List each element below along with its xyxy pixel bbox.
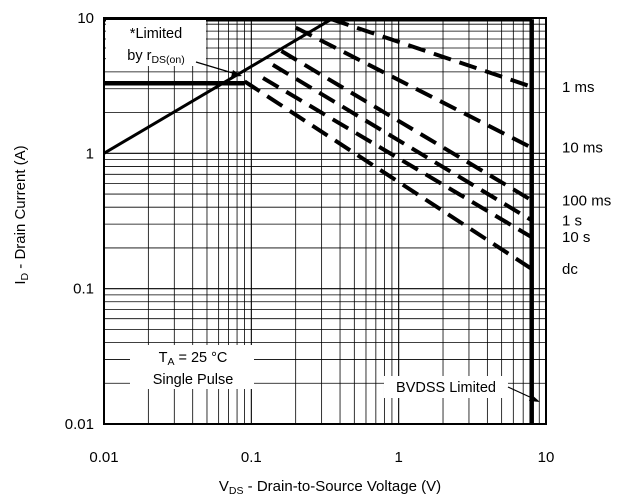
series-label-100-ms: 100 ms	[562, 192, 611, 209]
rds-limit-line	[103, 17, 333, 155]
limited-annotation-line2: by rDS(on)	[127, 48, 184, 66]
10-s-line	[261, 76, 533, 239]
series-label-1-s: 1 s	[562, 212, 582, 229]
y-tick-label: 1	[86, 145, 94, 162]
bvdss-arrow	[507, 386, 533, 399]
series-label-10-s: 10 s	[562, 229, 590, 246]
single-pulse-label: Single Pulse	[153, 372, 234, 388]
y-tick-label: 10	[77, 10, 94, 27]
x-axis-label: VDS - Drain-to-Source Voltage (V)	[219, 478, 441, 497]
100-ms-line	[280, 49, 533, 203]
bvdss-label: BVDSS Limited	[396, 380, 496, 396]
ambient-temperature-label: TA = 25 °C	[159, 350, 228, 368]
x-tick-label: 0.01	[89, 449, 118, 466]
limited-annotation-arrow	[195, 61, 237, 75]
limited-annotation-box	[106, 20, 206, 66]
series-label-1-ms: 1 ms	[562, 79, 595, 96]
y-axis-label: ID - Drain Current (A)	[12, 145, 31, 284]
series-label-dc: dc	[562, 261, 578, 278]
1-s-line	[271, 63, 533, 223]
bvdss-arrow-head	[529, 394, 540, 402]
x-tick-label: 0.1	[241, 449, 262, 466]
x-tick-label: 1	[394, 449, 402, 466]
series-label-10-ms: 10 ms	[562, 140, 603, 157]
series-labels: 1 ms 10 ms 100 ms 1 s10 s dc	[562, 79, 611, 278]
plot-frame	[103, 17, 547, 425]
1-ms-line	[330, 17, 533, 89]
y-tick-label: 0.01	[65, 416, 94, 433]
y-tick-label: 0.1	[73, 281, 94, 298]
dc-line	[243, 79, 533, 271]
limited-annotation-line1: *Limited	[130, 26, 182, 42]
tick-labels: 0.01 0.1 1 10 0.01 0.1 1 10	[65, 10, 555, 466]
bvdss-box	[384, 376, 508, 398]
conditions-box	[130, 345, 254, 389]
10-ms-line	[294, 25, 533, 150]
x-tick-label: 10	[538, 449, 555, 466]
curves	[103, 16, 534, 424]
limited-arrow-head	[231, 70, 242, 77]
